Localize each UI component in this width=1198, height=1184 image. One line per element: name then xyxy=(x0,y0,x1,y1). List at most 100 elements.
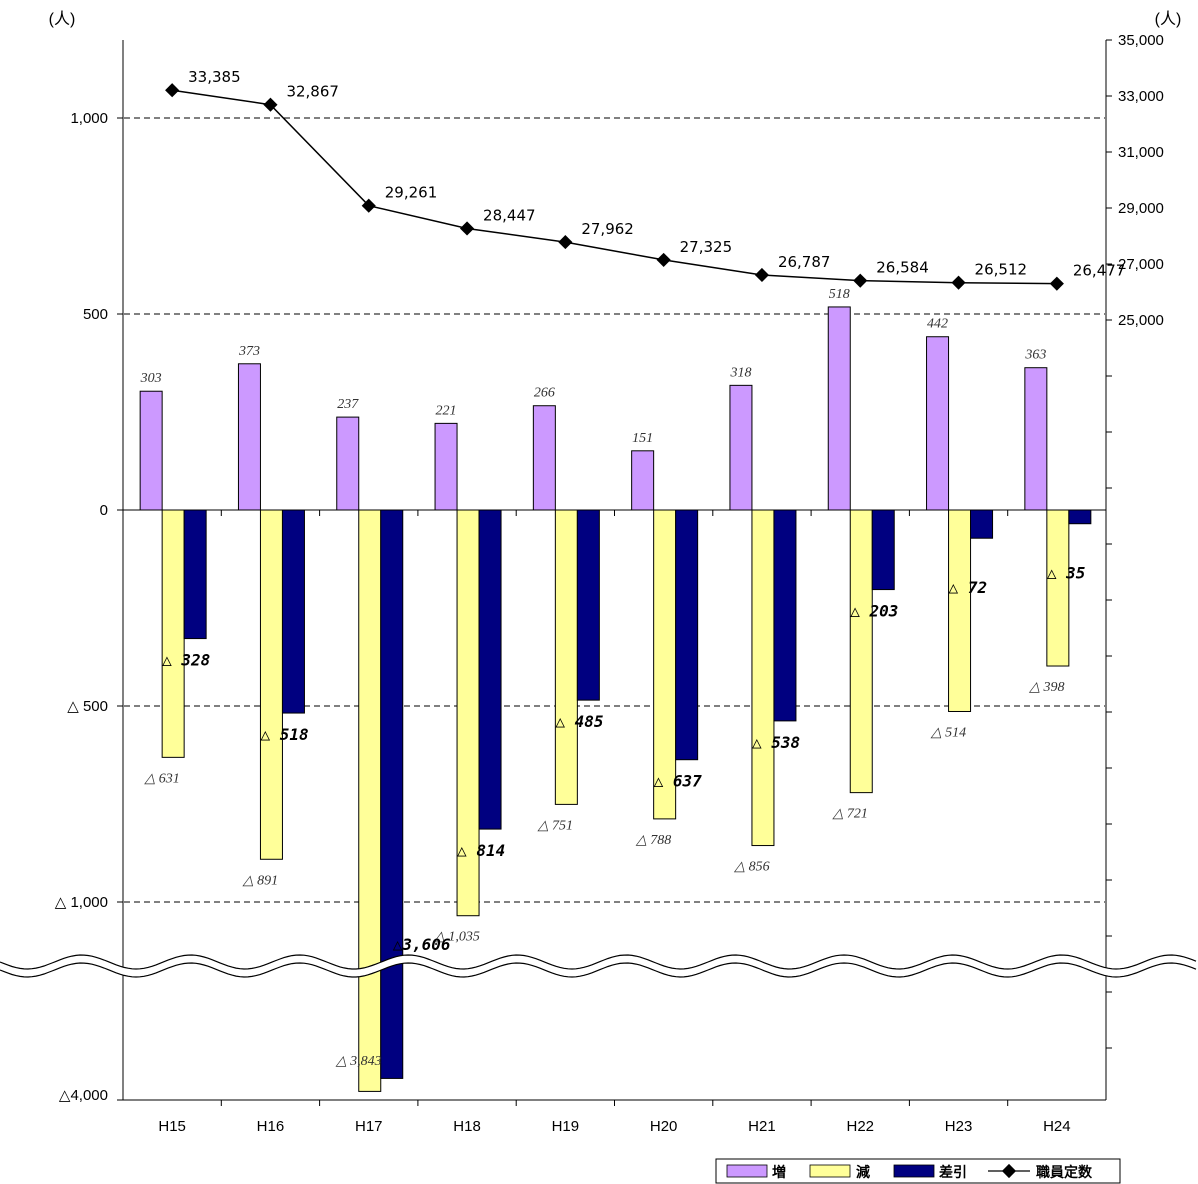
left-tick-label: 1,000 xyxy=(70,110,108,127)
bar-inc-H23 xyxy=(926,336,950,511)
net-value-label: △ 328 xyxy=(162,651,210,670)
legend-label-net: 差引 xyxy=(939,1164,967,1181)
category-label: H23 xyxy=(945,1118,973,1135)
category-label: H21 xyxy=(748,1118,776,1135)
bar-dec-H24 xyxy=(1046,509,1070,667)
inc-value-label: 221 xyxy=(436,403,457,418)
inc-value-label: 363 xyxy=(1024,348,1046,363)
staff-value-label: 26,477 xyxy=(1073,262,1126,280)
net-value-label: △ 203 xyxy=(850,602,898,621)
dec-value-label: △ 514 xyxy=(930,725,966,740)
bar-net-H21 xyxy=(773,509,797,722)
legend-swatch-inc xyxy=(726,1164,768,1178)
staff-value-label: 27,325 xyxy=(680,238,733,256)
left-tick-label: 0 xyxy=(100,502,108,519)
bar-inc-H22 xyxy=(827,306,851,511)
bar-net-H15 xyxy=(183,509,207,640)
net-value-label: △3,606 xyxy=(393,935,451,954)
inc-value-label: 151 xyxy=(632,431,653,446)
left-axis-ticks xyxy=(117,117,1009,1106)
left-tick-label: △ 1,000 xyxy=(55,894,108,911)
staff-line-path xyxy=(172,89,1057,285)
net-value-label: △ 814 xyxy=(457,841,505,860)
staff-marker-H21 xyxy=(754,267,770,283)
bar-inc-H16 xyxy=(237,363,261,511)
bar-dec-H23 xyxy=(948,509,972,712)
bar-inc-H18 xyxy=(434,422,458,511)
category-label: H24 xyxy=(1043,1118,1071,1135)
category-label: H19 xyxy=(552,1118,580,1135)
bar-inc-H15 xyxy=(139,390,163,511)
net-value-label: △ 35 xyxy=(1047,564,1086,583)
category-label: H22 xyxy=(846,1118,874,1135)
bar-dec-H21 xyxy=(751,509,775,847)
dec-value-label: △ 721 xyxy=(832,807,868,822)
staff-line: 33,385 32,867 29,261 28,447 27,962 27,325 26,7… xyxy=(165,68,1126,291)
inc-value-label: 442 xyxy=(927,317,948,332)
staff-marker-H20 xyxy=(656,252,671,267)
left-tick-label: 500 xyxy=(83,306,108,323)
staff-marker-H19 xyxy=(558,234,573,250)
left-unit-label: (人) xyxy=(49,10,76,28)
bar-inc-H17 xyxy=(336,416,360,511)
legend-swatch-net xyxy=(893,1164,935,1178)
dec-value-label: △ 856 xyxy=(733,860,769,875)
staff-marker-H16 xyxy=(263,97,278,112)
staff-marker-H22 xyxy=(853,273,868,288)
bar-net-H23 xyxy=(970,509,994,539)
axis-break-wave-top xyxy=(0,954,1197,970)
right-tick-label: 35,000 xyxy=(1118,32,1164,49)
bar-dec-H17 xyxy=(358,509,382,1092)
bar-net-H22 xyxy=(871,509,895,591)
category-label: H18 xyxy=(453,1118,481,1135)
net-value-label: △ 538 xyxy=(752,733,800,752)
right-unit-label: (人) xyxy=(1155,10,1182,28)
bar-net-H17 xyxy=(380,509,404,1079)
staff-value-label: 27,962 xyxy=(581,220,634,238)
bar-labels: 303 373 237 221 266 151 318 518 442 363 △ 631 △ 891… xyxy=(140,287,1086,1069)
bar-inc-H21 xyxy=(729,384,753,511)
right-tick-label: 31,000 xyxy=(1118,144,1164,161)
staff-marker-H18 xyxy=(459,221,475,236)
axis-break-mask xyxy=(0,955,1196,977)
dec-value-label: △ 891 xyxy=(242,873,278,888)
right-tick-label: 27,000 xyxy=(1118,256,1164,273)
bar-inc-H20 xyxy=(631,450,655,511)
staff-value-label: 26,787 xyxy=(778,253,831,271)
staff-value-label: 33,385 xyxy=(188,68,241,86)
category-labels: H15 H16 H17 H18 H19 H20 H21 H22 H23 H24 xyxy=(158,1118,1070,1135)
inc-value-label: 373 xyxy=(238,344,260,359)
bar-dec-H16 xyxy=(259,509,283,860)
staff-marker-H24 xyxy=(1049,276,1064,291)
category-label: H17 xyxy=(355,1118,383,1135)
left-tick-label: △ 500 xyxy=(67,698,108,715)
inc-value-label: 318 xyxy=(729,365,751,380)
inc-value-label: 266 xyxy=(534,386,555,401)
net-value-label: △ 518 xyxy=(260,725,308,744)
bar-inc-H24 xyxy=(1024,367,1048,511)
category-label: H20 xyxy=(650,1118,678,1135)
bar-dec-H19 xyxy=(554,509,578,805)
staff-marker-H17 xyxy=(361,198,376,213)
bars xyxy=(139,306,1092,1092)
bar-inc-H19 xyxy=(532,405,556,511)
legend-label-staff: 職員定数 xyxy=(1036,1164,1093,1181)
staff-value-label: 32,867 xyxy=(286,83,339,101)
left-tick-label: △4,000 xyxy=(59,1087,108,1104)
legend-swatch-marker xyxy=(1001,1163,1017,1179)
bar-net-H24 xyxy=(1068,509,1092,525)
net-value-label: △ 637 xyxy=(654,772,703,791)
dec-value-label: △ 3,843 xyxy=(335,1054,382,1069)
legend-label-dec: 減 xyxy=(856,1164,870,1181)
staff-value-label: 26,584 xyxy=(876,259,929,277)
inc-value-label: 518 xyxy=(829,287,850,302)
bar-net-H18 xyxy=(478,509,502,830)
staff-marker-H15 xyxy=(165,83,180,98)
right-tick-label: 25,000 xyxy=(1118,312,1164,329)
staff-value-label: 26,512 xyxy=(975,261,1028,279)
bar-net-H16 xyxy=(281,509,305,714)
category-label: H15 xyxy=(158,1118,186,1135)
bar-dec-H15 xyxy=(161,509,185,758)
bar-net-H19 xyxy=(576,509,600,701)
